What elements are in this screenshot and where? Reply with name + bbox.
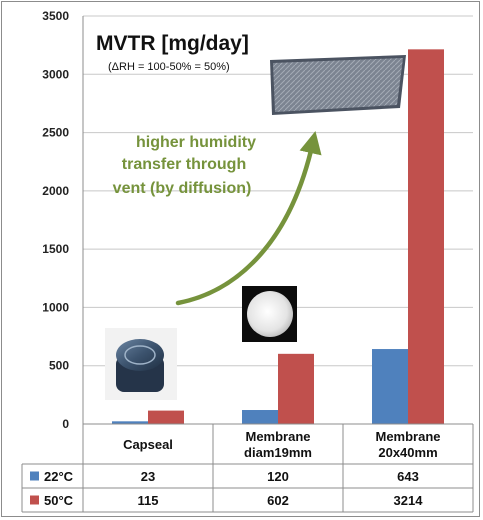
y-axis-tick-labels: 0 500 1000 1500 2000 2500 3000 3500: [42, 9, 69, 431]
y-tick-label: 500: [49, 359, 69, 373]
y-tick-label: 1000: [42, 300, 69, 314]
y-tick-label: 0: [62, 417, 69, 431]
y-tick-label: 1500: [42, 242, 69, 256]
annotation-line-2: transfer through: [122, 156, 246, 173]
annotation-line-3: vent (by diffusion): [113, 180, 252, 197]
legend-label: 22°C: [44, 469, 74, 484]
round-membrane-photo: [242, 286, 297, 342]
category-label: 20x40mm: [378, 445, 437, 460]
bar: [278, 353, 314, 424]
humidity-arrow: [175, 131, 322, 306]
table-rows: 22°C 23 120 643 50°C 115 602 3214: [30, 469, 423, 508]
table-cell-value: 23: [141, 469, 155, 484]
legend-swatch: [30, 471, 39, 481]
capseal-photo: [105, 328, 177, 400]
rectangular-membrane-photo: [270, 55, 406, 115]
annotation-line-1: higher humidity: [136, 134, 256, 151]
table-cell-value: 3214: [394, 493, 424, 508]
bar: [242, 410, 278, 424]
y-tick-label: 2000: [42, 184, 69, 198]
chart-title: MVTR [mg/day]: [96, 32, 249, 55]
category-label: Capseal: [123, 437, 173, 452]
y-tick-label: 2500: [42, 126, 69, 140]
category-label: Membrane: [245, 429, 310, 444]
bar: [148, 410, 184, 424]
legend-label: 50°C: [44, 493, 74, 508]
bar: [372, 349, 408, 424]
table-cell-value: 115: [138, 493, 159, 508]
category-label: Membrane: [375, 429, 440, 444]
category-label: diam19mm: [244, 445, 312, 460]
chart-subtitle: (ΔRH = 100-50% = 50%): [108, 61, 230, 73]
table-cell-value: 643: [397, 469, 419, 484]
table-cell-value: 120: [267, 469, 289, 484]
bar: [408, 49, 444, 425]
bars: [112, 49, 444, 425]
legend-swatch: [30, 495, 39, 505]
y-tick-label: 3000: [42, 67, 69, 81]
table-grid: [21, 423, 474, 513]
table-cell-value: 602: [267, 493, 289, 508]
bar: [112, 421, 148, 424]
y-tick-label: 3500: [42, 9, 69, 23]
